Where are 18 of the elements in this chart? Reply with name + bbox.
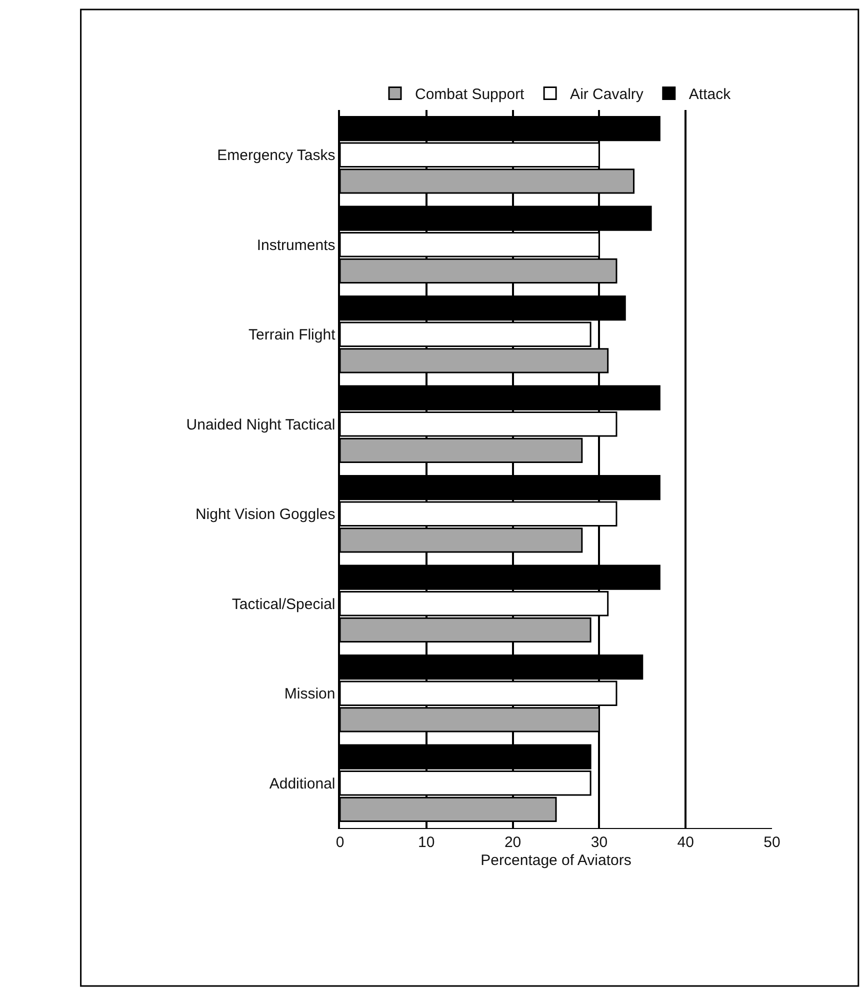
x-axis-title: Percentage of Aviators (480, 852, 632, 869)
y-tick-label: Terrain Flight (248, 326, 336, 344)
y-tick-label: Mission (284, 686, 336, 703)
x-tick-label: 10 (418, 834, 435, 851)
x-tick-label: 40 (677, 834, 694, 851)
y-tick-label: Unaided Night Tactical (186, 416, 336, 434)
legend-label: Combat Support (415, 86, 526, 104)
legend-label: Attack (688, 86, 732, 104)
x-tick-label: 0 (336, 834, 344, 851)
legend-label: Air Cavalry (570, 86, 644, 104)
x-tick-label: 20 (504, 834, 522, 851)
y-tick-label: Emergency Tasks (217, 147, 336, 164)
y-tick-label: Additional (269, 775, 336, 792)
y-tick-label: Instruments (256, 236, 336, 254)
y-tick-label: Night Vision Goggles (195, 506, 336, 524)
x-tick-label: 50 (764, 834, 780, 851)
y-tick-label: Tactical/Special (232, 596, 336, 613)
x-tick-label: 30 (590, 834, 608, 851)
